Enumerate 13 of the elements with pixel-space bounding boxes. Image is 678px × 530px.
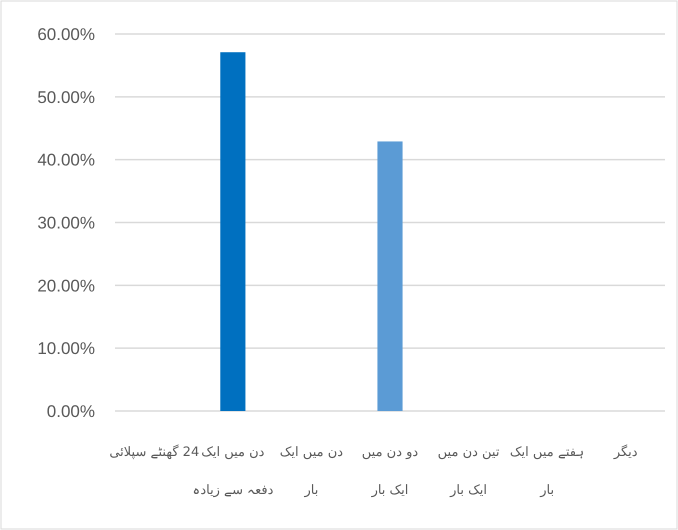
y-tick-label: 30.00% [37,213,95,232]
x-tick-label: دیگر [612,444,638,460]
x-tick-label: 24 گھنٹے سپلائی [109,444,200,460]
category-label: تین دن میں ایک بار [438,445,500,498]
y-tick-label: 60.00% [37,24,95,44]
y-tick-label: 50.00% [37,88,95,107]
y-tick-label: 0.00% [46,402,95,421]
category-label: دو دن میں ایک بار [362,445,418,498]
category-label: ہفتے میں ایک بار [510,445,584,498]
y-tick-label: 20.00% [37,276,95,296]
y-tick-label: 10.00% [37,339,95,358]
y-tick-label: 40.00% [37,150,95,170]
category-label: دن میں ایک بار [280,445,344,498]
